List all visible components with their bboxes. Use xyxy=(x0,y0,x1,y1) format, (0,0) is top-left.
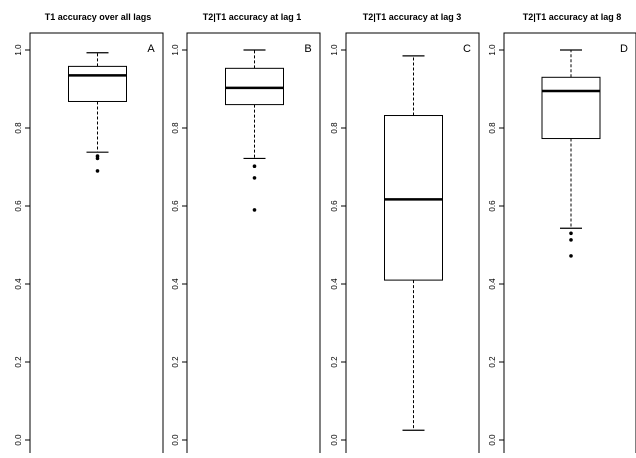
panel-title: T1 accuracy over all lags xyxy=(45,12,152,22)
y-tick-label: 0.6 xyxy=(488,200,497,212)
y-tick-label: 0.4 xyxy=(171,278,180,290)
y-tick-label: 1.0 xyxy=(171,44,180,56)
outlier-point xyxy=(95,156,100,161)
panel-letter: C xyxy=(463,43,471,55)
y-tick-label: 0.2 xyxy=(330,356,339,368)
iqr-box xyxy=(541,76,601,140)
y-tick-label: 1.0 xyxy=(488,44,497,56)
y-tick-label: 0.0 xyxy=(330,434,339,446)
panel-a: T1 accuracy over all lags A 0.0 0.2 0.4 0.6 0.… xyxy=(14,12,164,456)
panel-title: T2|T1 accuracy at lag 8 xyxy=(523,12,622,22)
y-tick-label: 0.8 xyxy=(14,122,23,134)
y-tick-label: 0.4 xyxy=(14,278,23,290)
y-tick-label: 0.6 xyxy=(171,200,180,212)
y-tick-label: 1.0 xyxy=(14,44,23,56)
y-tick-label: 0.2 xyxy=(14,356,23,368)
y-tick-label: 0.4 xyxy=(488,278,497,290)
panel-letter: A xyxy=(147,43,155,55)
panel-title: T2|T1 accuracy at lag 1 xyxy=(203,12,302,22)
panel-c: T2|T1 accuracy at lag 3 C 0.0 0.2 0.4 0.6 0.8 1… xyxy=(330,12,480,456)
outlier-point xyxy=(569,231,573,236)
iqr-box xyxy=(225,67,284,106)
iqr-box xyxy=(68,65,127,102)
outlier-point xyxy=(569,254,573,258)
panel-letter: B xyxy=(304,43,311,55)
y-tick-label: 0.6 xyxy=(330,200,339,212)
outlier-point xyxy=(95,169,100,173)
y-tick-label: 0.4 xyxy=(330,278,339,290)
y-tick-label: 0.0 xyxy=(488,434,497,446)
outlier-point xyxy=(569,238,573,242)
iqr-box xyxy=(384,115,443,281)
panel-d: T2|T1 accuracy at lag 8 D 0.0 0.2 0.4 0.6 0.8 1… xyxy=(488,12,636,456)
panel-b: T2|T1 accuracy at lag 1 B 0.0 0.2 0.4 0.6 0.8 1… xyxy=(171,12,321,456)
outlier-point xyxy=(252,208,257,212)
y-tick-label: 1.0 xyxy=(330,44,339,56)
y-tick-label: 0.8 xyxy=(171,122,180,134)
outlier-point xyxy=(252,176,257,180)
y-tick-label: 0.6 xyxy=(14,200,23,212)
panel-letter: D xyxy=(620,43,628,55)
y-tick-label: 0.8 xyxy=(330,122,339,134)
outlier-point xyxy=(252,164,257,169)
y-tick-label: 0.2 xyxy=(171,356,180,368)
y-tick-label: 0.8 xyxy=(488,122,497,134)
y-tick-label: 0.2 xyxy=(488,356,497,368)
y-tick-label: 0.0 xyxy=(171,434,180,446)
y-tick-label: 0.0 xyxy=(14,434,23,446)
panel-title: T2|T1 accuracy at lag 3 xyxy=(363,12,462,22)
